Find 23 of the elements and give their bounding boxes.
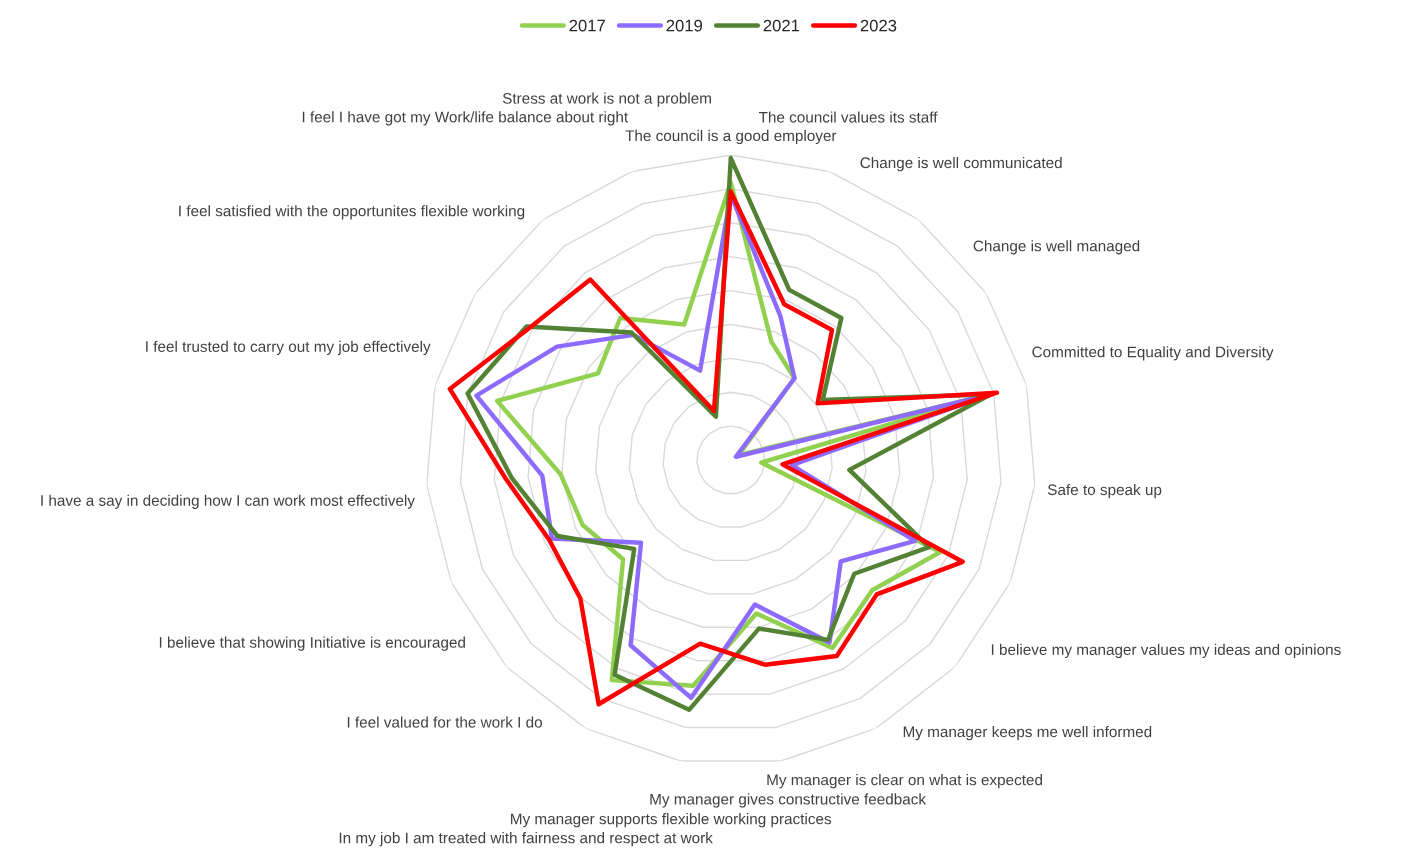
spoke-label: Stress at work is not a problem <box>502 92 711 107</box>
spoke-label: My manager gives constructive feedback <box>650 793 927 808</box>
legend-label: 2021 <box>763 19 800 32</box>
spoke-label: My manager keeps me well informed <box>903 725 1152 741</box>
spoke-label: My manager is clear on what is expected <box>767 774 1042 789</box>
spoke-label: Change is well communicated <box>860 156 1062 172</box>
spoke-label: I feel I have got my Work/life balance about right <box>302 111 629 126</box>
spoke-label: Safe to speak up <box>1047 483 1162 499</box>
spoke-label: I believe my manager values my ideas and opinions <box>991 643 1341 659</box>
spoke-label: I feel valued for the work I do <box>347 716 542 728</box>
spoke-label: My manager supports flexible working practices <box>511 813 832 828</box>
spoke-label: I feel satisfied with the opportunites flexible working <box>179 205 525 220</box>
spoke-label: Change is well managed <box>973 240 1140 255</box>
spoke-label: I have a say in deciding how I can work most effectively <box>41 494 415 509</box>
spoke-label: In my job I am treated with fairness and respect at work <box>339 832 713 847</box>
legend-label: 2023 <box>860 19 897 32</box>
spoke-label: The council is a good employer <box>625 129 837 145</box>
spoke-label: I believe that showing Initiative is encouraged <box>159 636 465 651</box>
spoke-label: I feel trusted to carry out my job effectively <box>146 340 431 355</box>
legend-label: 2017 <box>569 19 605 32</box>
spoke-label: Committed to Equality and Diversity <box>1032 346 1274 361</box>
spoke-label: The council values its staff <box>758 111 938 123</box>
legend-label: 2019 <box>666 19 703 32</box>
